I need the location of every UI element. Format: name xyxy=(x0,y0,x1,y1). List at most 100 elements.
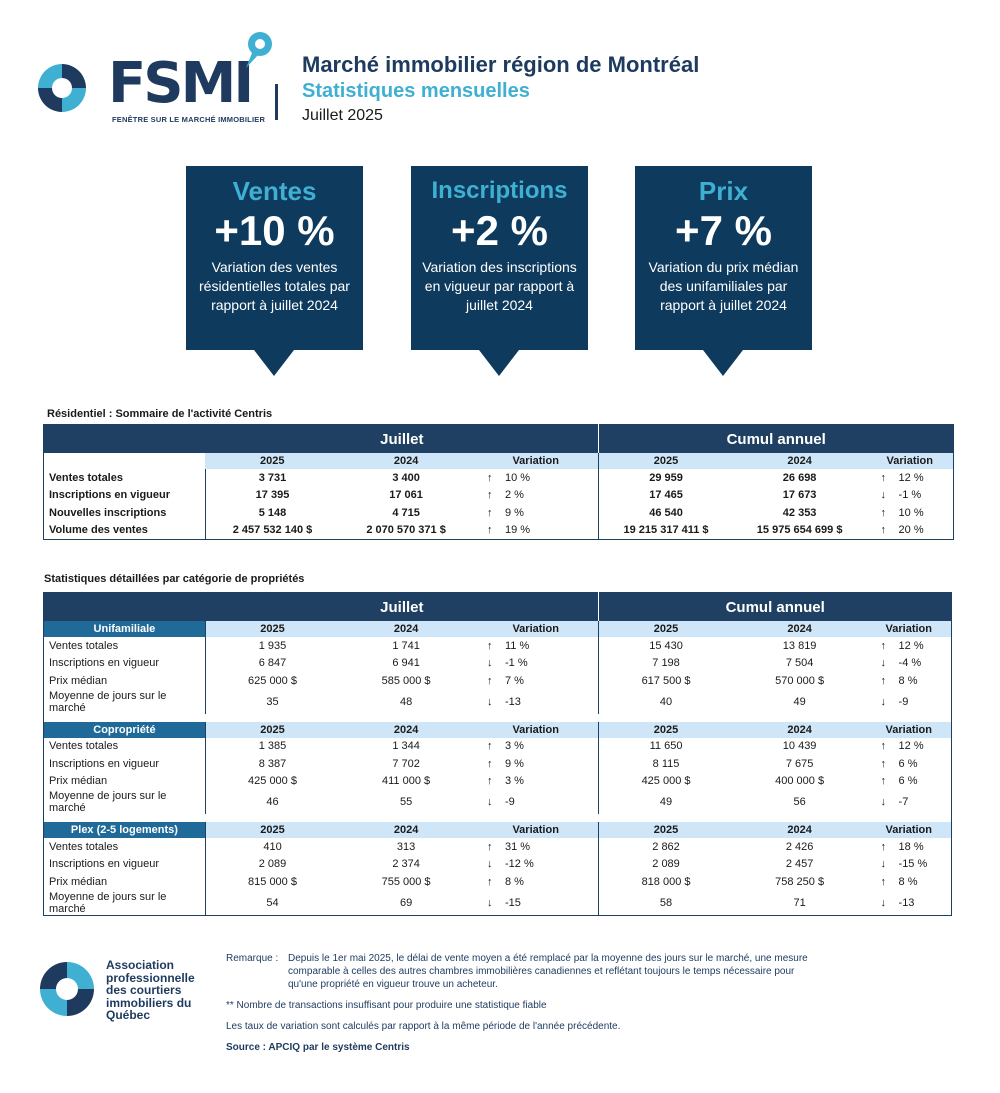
value-month-2025: 46 xyxy=(204,790,340,814)
variation-cell: ↑ 8 % xyxy=(867,873,952,891)
value-month-2025: 2 457 532 140 $ xyxy=(204,521,340,540)
row-label: Prix médian xyxy=(49,875,108,888)
variation-value: 9 % xyxy=(505,757,524,770)
value-ytd-2024: 42 353 xyxy=(782,506,817,519)
callout-title: Inscriptions xyxy=(431,177,568,204)
variation-value: 3 % xyxy=(505,775,524,788)
row-label: Inscriptions en vigueur xyxy=(49,489,171,502)
value-month-2025: 1 935 xyxy=(204,637,340,655)
value-month-2024: 2 374 xyxy=(392,858,420,871)
col-header-2024: 2024 xyxy=(732,721,867,738)
value-month-2024: 411 000 $ xyxy=(382,775,431,788)
col-header-2025: 2025 xyxy=(598,822,733,838)
value-ytd-2024: 56 xyxy=(793,796,806,808)
table-row: Moyenne de jours sur le marché 54 69 ↓ -15 58… xyxy=(44,890,952,915)
value-ytd-2025: 49 xyxy=(598,790,733,814)
trend-arrow-icon: ↑ xyxy=(487,775,493,788)
variation-value: 12 % xyxy=(898,740,924,753)
trend-arrow-icon: ↑ xyxy=(880,740,887,753)
trend-arrow-icon: ↑ xyxy=(880,757,887,770)
variation-cell: ↓ -9 xyxy=(473,790,599,814)
variation-cell: ↑ 11 % xyxy=(473,637,599,655)
value-month-2024: 2 070 570 371 $ xyxy=(366,524,446,537)
variation-value: -1 % xyxy=(505,657,528,670)
value-month-2024: 6 941 xyxy=(392,657,420,670)
col-header-variation: Variation xyxy=(473,721,599,738)
value-month-2025: 625 000 $ xyxy=(204,672,340,690)
callout-value: +2 % xyxy=(451,207,548,254)
variation-cell: ↓ -1 % xyxy=(473,655,599,673)
row-label: Moyenne de jours sur le marché xyxy=(49,890,167,915)
trend-arrow-icon: ↑ xyxy=(487,471,493,484)
row-label: Nouvelles inscriptions xyxy=(49,506,167,519)
variation-value: 2 % xyxy=(505,489,524,502)
note-label: Remarque : xyxy=(226,953,279,964)
value-ytd-2024: 2 457 xyxy=(785,858,814,871)
fsmi-tagline: FENÊTRE SUR LE MARCHÉ IMMOBILIER xyxy=(112,115,266,124)
summary-table: Juillet Cumul annuel 2025 2024 Variation… xyxy=(43,424,954,540)
category-name: Unifamiliale xyxy=(43,621,206,637)
trend-arrow-icon: ↑ xyxy=(487,639,493,652)
trend-arrow-icon: ↑ xyxy=(487,489,493,502)
value-month-2025: 410 xyxy=(204,838,340,856)
value-month-2024: 755 000 $ xyxy=(381,875,431,888)
trend-arrow-icon: ↑ xyxy=(880,674,887,687)
variation-value: 9 % xyxy=(505,506,524,519)
row-label: Ventes totales xyxy=(49,471,123,484)
detail-group-month: Juillet xyxy=(205,592,599,621)
row-label: Ventes totales xyxy=(49,639,119,652)
trend-arrow-icon: ↓ xyxy=(487,657,493,670)
value-month-2024: 48 xyxy=(399,695,413,708)
summary-sub-blank xyxy=(43,453,206,469)
value-ytd-2024: 7 504 xyxy=(785,657,814,670)
value-ytd-2025: 15 430 xyxy=(598,637,733,655)
row-label: Inscriptions en vigueur xyxy=(49,657,160,670)
trend-arrow-icon: ↓ xyxy=(880,489,887,502)
table-row: Ventes totales 410 313 ↑ 31 % 2 862 2 426 ↑ 18 % xyxy=(44,838,952,856)
table-row: Inscriptions en vigueur 8 387 7 702 ↑ 9 % 8 1… xyxy=(44,755,952,773)
trend-arrow-icon: ↑ xyxy=(487,840,493,853)
page-subtitle: Statistiques mensuelles xyxy=(302,80,530,102)
value-ytd-2025: 2 862 xyxy=(598,838,733,856)
table-row: Prix médian 425 000 $ 411 000 $ ↑ 3 % 425 000… xyxy=(44,772,952,790)
col-header-variation: Variation xyxy=(866,721,952,738)
col-header-2025: 2025 xyxy=(204,721,340,738)
category-gap xyxy=(44,814,952,822)
value-ytd-2024: 2 426 xyxy=(785,840,814,853)
value-ytd-2025: 40 xyxy=(598,689,733,714)
trend-arrow-icon: ↑ xyxy=(487,875,493,888)
variation-value: 11 % xyxy=(505,639,530,652)
summary-header-blank xyxy=(43,424,206,453)
callout-text: Variation du prix médian des unifamilial… xyxy=(648,259,799,313)
col-header-2025: 2025 xyxy=(204,822,340,838)
col-header-2024: 2024 xyxy=(339,621,473,637)
summary-group-month: Juillet xyxy=(205,424,599,453)
value-month-2024: 1 741 xyxy=(392,639,420,652)
trend-arrow-icon: ↑ xyxy=(487,674,493,687)
table-row: Nouvelles inscriptions 5 148 4 715 ↑ 9 % 46 5… xyxy=(44,504,954,522)
detail-group-ytd: Cumul annuel xyxy=(598,592,952,621)
trend-arrow-icon: ↑ xyxy=(880,639,887,652)
variation-cell: ↓ -13 xyxy=(473,690,599,714)
variation-cell: ↓ -15 % xyxy=(867,856,952,874)
note-text: Depuis le 1er mai 2025, le délai de vent… xyxy=(288,953,808,990)
detail-caption: Statistiques détaillées par catégorie de… xyxy=(44,573,305,585)
trend-arrow-icon: ↑ xyxy=(880,840,887,853)
variation-cell: ↑ 12 % xyxy=(867,637,952,655)
value-ytd-2024: 400 000 $ xyxy=(775,775,825,788)
table-row: Moyenne de jours sur le marché 35 48 ↓ -13 40… xyxy=(44,689,952,714)
value-ytd-2024: 758 250 $ xyxy=(775,875,825,888)
table-row: Ventes totales 1 935 1 741 ↑ 11 % 15 430 13 81… xyxy=(44,637,952,655)
variation-cell: ↑ 2 % xyxy=(473,487,599,505)
category-header-row: Unifamiliale 2025 2024 Variation 2025 2024 Var… xyxy=(43,621,952,637)
variation-value: -9 xyxy=(505,796,515,808)
callout-text: Variation des inscriptions en vigueur pa… xyxy=(422,259,577,313)
trend-arrow-icon: ↑ xyxy=(487,757,493,770)
variation-value: -9 xyxy=(898,695,909,708)
variation-cell: ↑ 31 % xyxy=(473,838,599,856)
value-ytd-2025: 29 959 xyxy=(598,469,733,487)
trend-arrow-icon: ↑ xyxy=(487,740,493,753)
category-gap-cell xyxy=(44,814,952,822)
callout-sales: Ventes +10 % Variation des ventes réside… xyxy=(186,166,363,376)
row-label: Moyenne de jours sur le marché xyxy=(49,790,167,814)
